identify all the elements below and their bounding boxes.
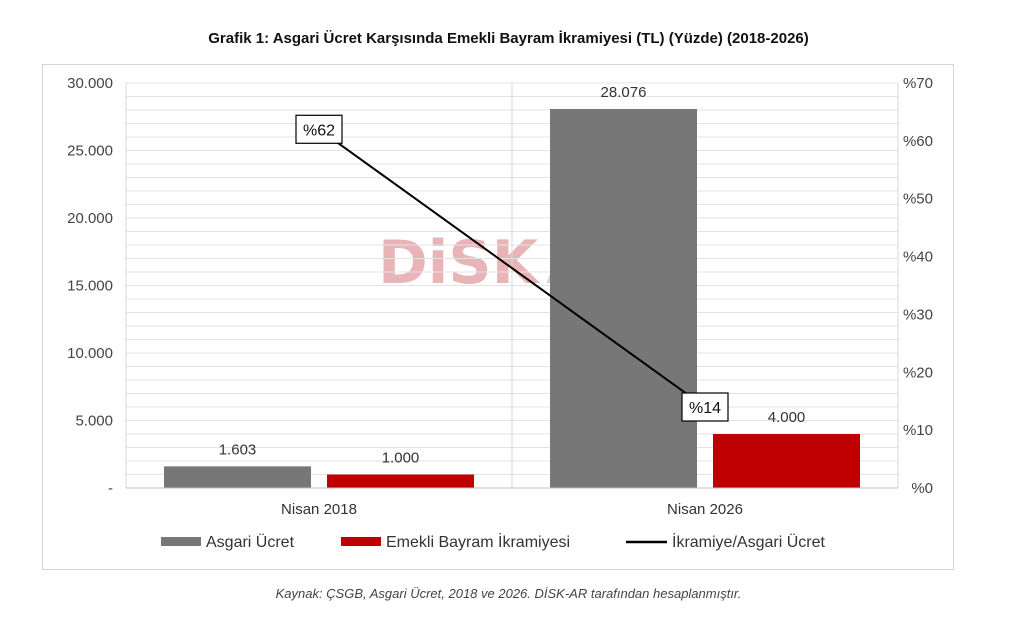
x-category-label: Nisan 2026 [667, 501, 743, 518]
bar-emekli-ikramiyesi [327, 474, 474, 488]
source-note: Kaynak: ÇSGB, Asgari Ücret, 2018 ve 2026… [275, 586, 742, 601]
legend-swatch-asgari [161, 537, 201, 546]
legend: Asgari Ücret Emekli Bayram İkramiyesi İkra… [161, 532, 825, 551]
legend-label-ikramiye: Emekli Bayram İkramiyesi [386, 532, 570, 551]
bar-asgari-ucret [164, 466, 311, 488]
bar-data-label: 1.603 [219, 441, 257, 458]
gridlines [125, 82, 899, 488]
ratio-label-box [295, 114, 343, 144]
y2-tick-label: %20 [903, 364, 933, 381]
bar-data-label: 28.076 [601, 84, 647, 101]
y-tick-label: 20.000 [67, 210, 113, 227]
y-tick-label: 30.000 [67, 75, 113, 92]
ratio-label: %62 [303, 122, 335, 139]
y2-tick-label: %0 [911, 480, 933, 497]
ratio-line-path [318, 128, 706, 408]
axes: - 5.000 10.000 15.000 20.000 25.000 30.000 %0 %1… [67, 75, 933, 518]
bar-emekli-ikramiyesi [713, 434, 860, 488]
ratio-line: %62 %14 [295, 114, 729, 422]
bar-data-label: 4.000 [768, 409, 806, 426]
legend-swatch-ikramiye [341, 537, 381, 546]
y2-tick-label: %50 [903, 191, 933, 208]
y2-tick-label: %60 [903, 133, 933, 150]
y2-tick-label: %10 [903, 422, 933, 439]
y-tick-label: - [108, 480, 113, 497]
y2-tick-label: %30 [903, 306, 933, 323]
y-tick-label: 5.000 [75, 413, 113, 430]
chart-title: Grafik 1: Asgari Ücret Karşısında Emekli… [208, 30, 809, 47]
watermark-left: DiSK [378, 228, 541, 298]
bars: 1.603 1.000 28.076 4.000 [164, 84, 860, 488]
y-tick-label: 15.000 [67, 278, 113, 295]
bar-data-label: 1.000 [382, 450, 420, 467]
ratio-label-box [681, 392, 729, 422]
ratio-label: %14 [689, 400, 721, 417]
y2-tick-label: %70 [903, 75, 933, 92]
y-tick-label: 25.000 [67, 143, 113, 160]
legend-label-line: İkramiye/Asgari Ücret [672, 532, 825, 551]
y-tick-label: 10.000 [67, 345, 113, 362]
y2-tick-label: %40 [903, 249, 933, 266]
bar-asgari-ucret [550, 108, 697, 488]
legend-label-asgari: Asgari Ücret [206, 533, 295, 551]
x-category-label: Nisan 2018 [281, 501, 357, 518]
